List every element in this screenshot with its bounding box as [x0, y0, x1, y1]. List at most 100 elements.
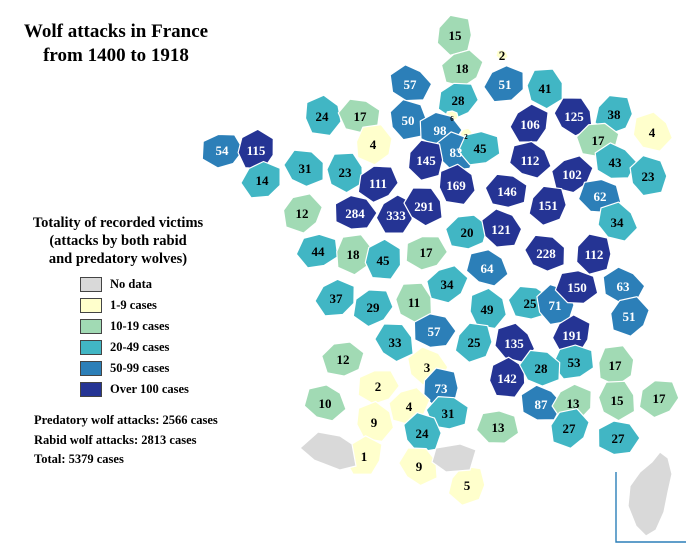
department-value-label: 191: [562, 328, 582, 343]
department-region: [364, 238, 402, 280]
total-count: Total: 5379 cases: [34, 452, 124, 466]
department-value-label: 25: [468, 335, 482, 350]
department-value-label: 115: [247, 143, 266, 158]
department-value-label: 38: [608, 107, 622, 122]
department-region: [357, 165, 399, 203]
department-region: [283, 149, 324, 187]
department-region: [337, 98, 381, 134]
department-value-label: 23: [642, 169, 656, 184]
department-region: [389, 64, 433, 102]
department-value-label: 13: [567, 396, 581, 411]
legend-item: 50-99 cases: [80, 358, 189, 379]
department-region: [483, 65, 524, 103]
department-value-label: 62: [594, 189, 607, 204]
department-value-label: 4: [370, 137, 377, 152]
legend-item: Over 100 cases: [80, 379, 189, 400]
legend-swatch: [80, 298, 102, 313]
department-value-label: 31: [299, 161, 312, 176]
department-value-label: 51: [623, 309, 636, 324]
department-region: [638, 380, 680, 419]
department-region: [403, 187, 443, 227]
legend-label: 20-49 cases: [110, 340, 170, 354]
department-value-label: 17: [420, 245, 434, 260]
department-value-label: 24: [416, 426, 430, 441]
department-region: [481, 208, 523, 248]
department-value-label: 49: [481, 302, 495, 317]
department-value-label: 73: [435, 381, 449, 396]
department-region: [519, 349, 561, 387]
department-region: [413, 313, 457, 348]
department-region: [395, 282, 432, 324]
department-value-label: 33: [389, 335, 403, 350]
department-value-label: 37: [330, 291, 344, 306]
department-region: [597, 420, 641, 456]
department-region: [610, 296, 650, 337]
department-region: [405, 236, 448, 271]
department-region: [295, 233, 339, 269]
department-region: [403, 412, 442, 453]
department-region: [352, 289, 394, 328]
legend-swatch: [80, 277, 102, 292]
department-value-label: 43: [609, 155, 623, 170]
department-region: [494, 322, 536, 363]
department-region: [447, 465, 486, 506]
department-value-label: 27: [612, 431, 626, 446]
department-region: [553, 97, 593, 137]
department-region: [389, 99, 428, 141]
department-value-label: 44: [312, 244, 326, 259]
department-value-label: 64: [481, 261, 495, 276]
legend-label: No data: [110, 277, 153, 291]
department-value-label: 111: [369, 176, 387, 191]
department-value-label: 28: [452, 93, 466, 108]
department-region: [524, 234, 566, 272]
department-value-label: 29: [367, 300, 381, 315]
legend-swatch: [80, 319, 102, 334]
department-value-label: 169: [446, 178, 466, 193]
department-region: [201, 133, 245, 169]
department-value-label: 150: [567, 280, 587, 295]
legend-item: 1-9 cases: [80, 295, 189, 316]
department-value-label: 41: [539, 81, 552, 96]
department-value-label: 9: [416, 459, 423, 474]
department-value-label: 125: [564, 109, 584, 124]
department-value-label: 27: [563, 421, 577, 436]
legend-label: 10-19 cases: [110, 319, 170, 333]
department-region: [528, 185, 567, 226]
department-region: [425, 396, 469, 430]
department-value-label: 51: [499, 77, 512, 92]
department-region: [374, 323, 414, 363]
department-value-label: 17: [592, 133, 606, 148]
legend-item: No data: [80, 274, 189, 295]
rabid-count: Rabid wolf attacks: 2813 cases: [34, 432, 197, 447]
department-region: [437, 82, 479, 120]
department-value-label: 87: [535, 397, 549, 412]
department-value-label: 53: [568, 355, 582, 370]
department-value-label: 17: [609, 358, 623, 373]
department-region: [314, 278, 355, 317]
department-value-label: 102: [562, 167, 582, 182]
department-region: [551, 344, 595, 380]
department-regions: [201, 14, 680, 506]
department-value-label: 34: [611, 215, 625, 230]
department-value-label: 45: [377, 253, 391, 268]
department-value-label: 54: [216, 143, 230, 158]
map-title: Wolf attacks in France from 1400 to 1918: [23, 21, 209, 66]
department-value-label: 14: [256, 173, 270, 188]
department-value-label: 57: [428, 324, 442, 339]
department-region: [321, 341, 365, 377]
legend-heading: Totality of recorded victims (attacks by …: [32, 215, 204, 267]
department-value-label: 4: [649, 125, 656, 140]
department-value-label: 18: [347, 247, 361, 262]
department-region: [303, 384, 347, 422]
department-region: [304, 94, 342, 137]
department-value-label: 34: [441, 277, 455, 292]
department-value-label: 17: [354, 109, 368, 124]
department-value-label: 2: [499, 48, 506, 63]
department-region: [509, 103, 549, 143]
department-value-label: 121: [491, 222, 511, 237]
department-region: [597, 201, 639, 242]
department-value-label: 31: [442, 406, 455, 421]
department-region: [282, 193, 323, 234]
